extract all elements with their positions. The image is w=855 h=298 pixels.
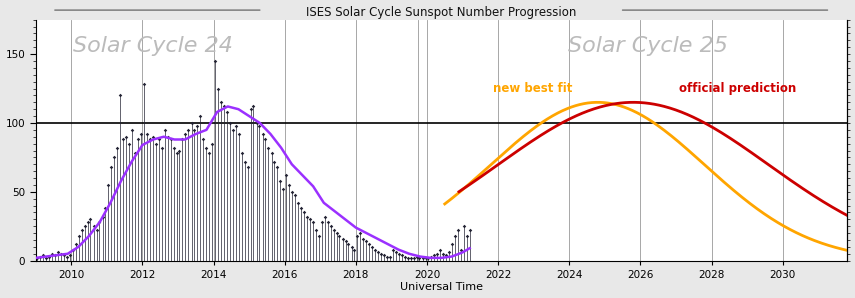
Text: official prediction: official prediction [680, 83, 797, 95]
X-axis label: Universal Time: Universal Time [399, 283, 483, 292]
Title: ISES Solar Cycle Sunspot Number Progression: ISES Solar Cycle Sunspot Number Progress… [306, 6, 576, 18]
Text: Solar Cycle 24: Solar Cycle 24 [74, 36, 233, 56]
Text: Solar Cycle 25: Solar Cycle 25 [568, 36, 728, 56]
Text: new best fit: new best fit [492, 83, 572, 95]
